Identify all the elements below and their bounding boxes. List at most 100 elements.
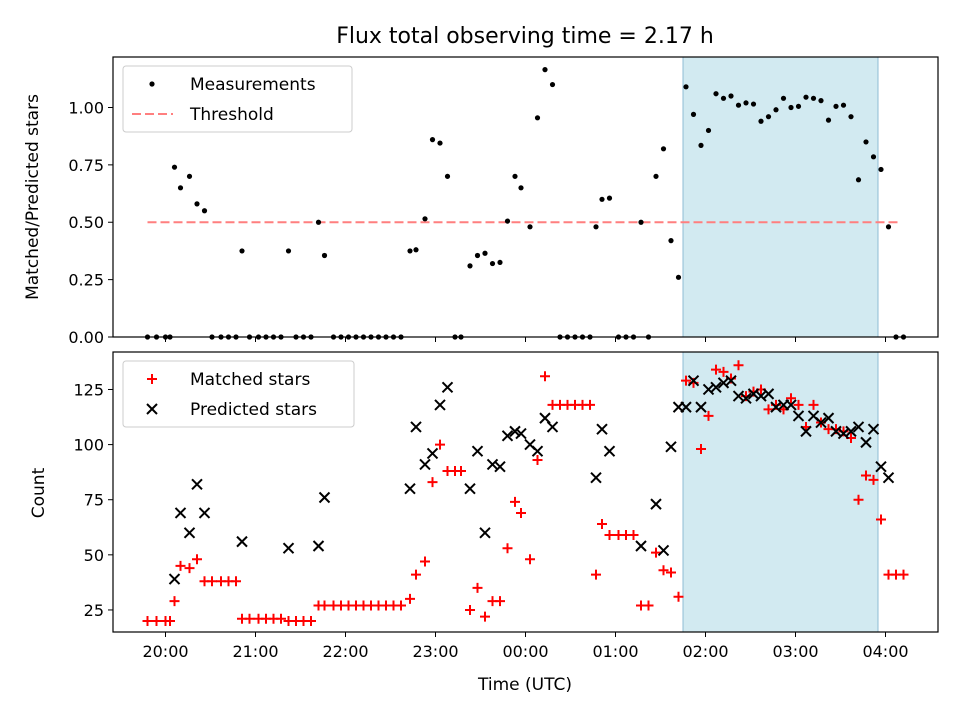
data-point (434, 399, 446, 411)
data-point (515, 427, 527, 440)
data-point (628, 529, 639, 540)
data-point (183, 527, 196, 539)
data-point (502, 543, 513, 554)
data-point (534, 115, 541, 121)
data-point (800, 425, 812, 438)
data-point (480, 611, 490, 622)
data-point (788, 104, 794, 111)
data-point (429, 137, 436, 143)
data-point (542, 67, 548, 73)
data-point (306, 615, 316, 626)
legend-label: Measurements (190, 75, 316, 95)
data-point (540, 371, 550, 382)
data-point (743, 100, 749, 106)
x-tick-label: 04:00 (862, 642, 908, 661)
data-point (596, 423, 608, 435)
y-tick-label: 50 (84, 546, 104, 565)
data-point (763, 404, 774, 415)
data-point (494, 460, 506, 473)
data-point (666, 567, 676, 578)
data-point (435, 439, 445, 450)
data-point (803, 94, 809, 100)
data-point (815, 416, 827, 429)
data-point (808, 399, 819, 410)
data-point (239, 248, 245, 254)
data-point (853, 494, 864, 505)
data-point (698, 142, 704, 148)
data-point (762, 388, 775, 400)
data-point (765, 114, 772, 120)
data-point (546, 421, 559, 433)
data-point (860, 436, 872, 449)
data-point (758, 118, 764, 124)
data-point (464, 482, 476, 495)
data-point (321, 252, 328, 259)
data-point (413, 247, 419, 253)
data-point (482, 250, 488, 256)
data-point (597, 518, 607, 529)
data-point (315, 219, 322, 225)
data-point (818, 98, 824, 104)
data-point (549, 81, 556, 88)
x-axis-label: Time (UTC) (477, 675, 572, 695)
data-point (750, 101, 757, 107)
data-point (467, 263, 473, 269)
data-point (710, 381, 722, 393)
data-point (665, 441, 677, 453)
data-point (711, 364, 721, 375)
data-point (312, 540, 325, 552)
data-point (186, 173, 193, 179)
x-tick-label: 23:00 (412, 642, 458, 661)
data-point (495, 596, 505, 607)
data-point (668, 238, 674, 244)
data-point (165, 615, 175, 626)
data-point (635, 540, 647, 552)
data-point (740, 392, 752, 405)
data-point (687, 374, 700, 387)
data-point (174, 507, 187, 519)
data-point (437, 140, 443, 146)
data-point (878, 166, 884, 173)
data-point (898, 569, 909, 580)
data-point (861, 470, 871, 481)
data-point (194, 201, 200, 207)
data-point (509, 425, 521, 438)
data-point (426, 447, 439, 460)
data-point (285, 248, 292, 254)
data-point (863, 139, 869, 145)
data-point (705, 127, 712, 134)
data-point (422, 216, 428, 222)
y-tick-label: 0.25 (68, 271, 104, 290)
data-point (142, 615, 153, 626)
data-point (207, 576, 217, 587)
data-point (792, 410, 805, 422)
data-point (504, 218, 511, 224)
data-point (690, 111, 697, 117)
data-point (501, 430, 514, 442)
data-point (244, 613, 255, 624)
x-tick-label: 01:00 (592, 642, 638, 661)
legend-label: Threshold (189, 105, 274, 125)
data-point (735, 102, 742, 108)
data-point (231, 576, 241, 587)
data-point (479, 527, 491, 539)
data-point (591, 569, 601, 580)
data-point (192, 554, 202, 565)
legend-box (122, 360, 355, 428)
data-point (236, 535, 248, 548)
data-point (845, 425, 857, 438)
data-point (441, 381, 454, 393)
data-point (489, 260, 496, 267)
data-point (474, 252, 481, 259)
series-matched-stars (142, 360, 909, 626)
data-point (169, 596, 180, 607)
data-point (516, 507, 526, 518)
data-point (512, 173, 518, 179)
x-tick-label: 03:00 (772, 642, 818, 661)
data-point (527, 224, 533, 230)
data-point (882, 471, 895, 484)
data-point (840, 102, 847, 108)
data-point (658, 565, 669, 576)
data-point (785, 399, 797, 411)
data-point (168, 573, 181, 585)
